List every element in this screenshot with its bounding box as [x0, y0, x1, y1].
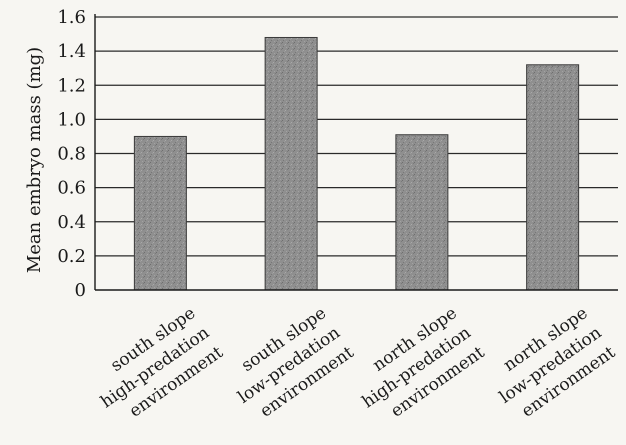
bar	[526, 64, 580, 291]
y-tick-label: 1.0	[57, 109, 86, 130]
y-tick-label: 0	[75, 280, 86, 301]
y-tick-label: 0.4	[57, 212, 86, 233]
y-tick-label: 0.2	[57, 246, 86, 267]
bars	[133, 36, 580, 291]
axes	[94, 14, 618, 291]
y-axis-title: Mean embryo mass (mg)	[24, 47, 45, 273]
y-tick-label: 1.6	[57, 7, 86, 28]
bar	[133, 135, 187, 291]
bar	[264, 36, 318, 291]
category-labels: south slopehigh-predationenvironmentsout…	[97, 303, 619, 421]
y-tick-label: 0.8	[57, 144, 86, 165]
bar	[395, 134, 449, 291]
y-tick-label: 1.4	[57, 41, 86, 62]
y-tick-label: 1.2	[57, 75, 86, 96]
y-tick-labels: 0 0.2 0.4 0.6 0.8 1.0 1.2 1.4 1.6	[57, 7, 86, 301]
y-tick-label: 0.6	[57, 178, 86, 199]
